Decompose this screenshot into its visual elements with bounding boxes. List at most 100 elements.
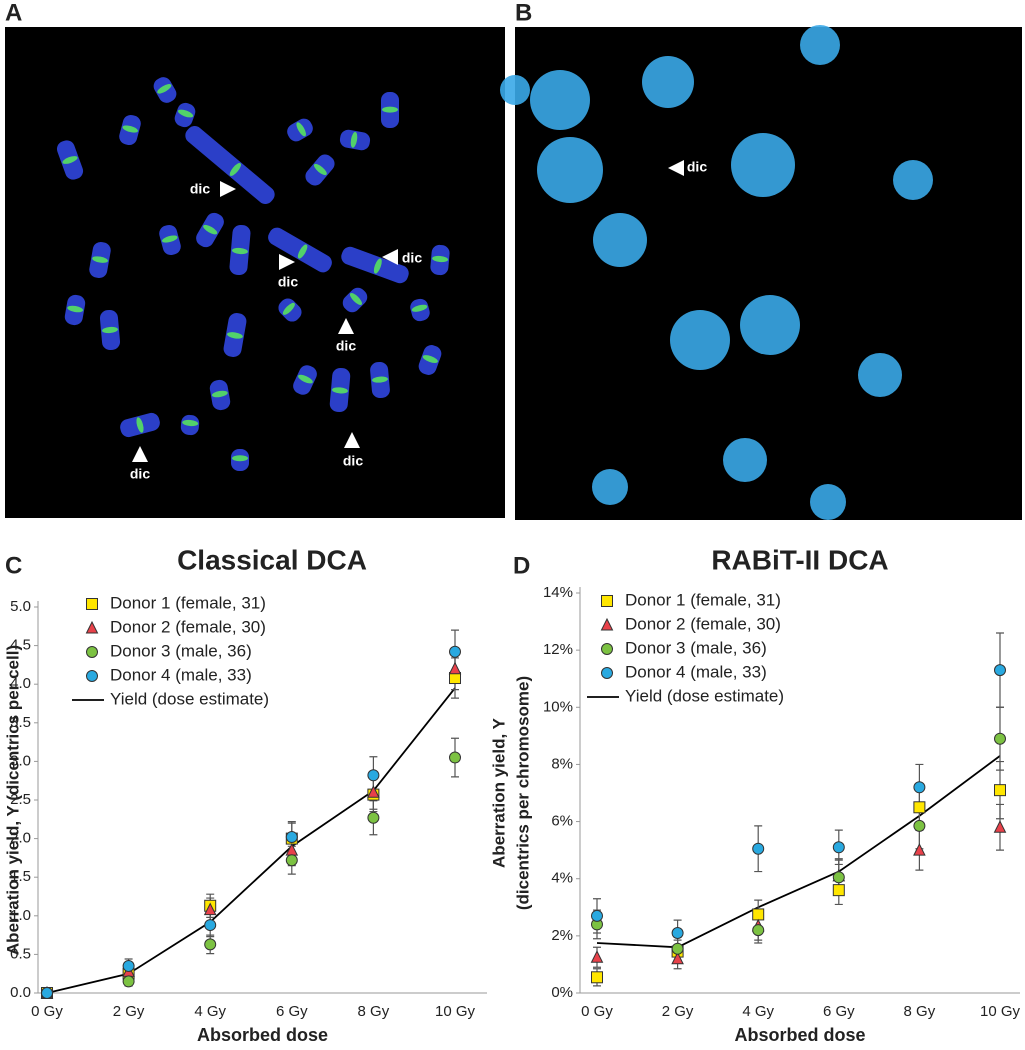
chromosome	[56, 140, 84, 180]
panel-label: C	[5, 552, 22, 579]
legend-marker	[86, 646, 98, 658]
marker-circle	[285, 854, 298, 867]
chromosome	[174, 102, 196, 128]
chart-title: RABiT-II DCA	[711, 544, 888, 575]
marker-square	[913, 801, 926, 814]
marker-circle	[204, 938, 217, 951]
marker-circle	[832, 841, 845, 854]
centromere	[229, 163, 241, 176]
chromosome	[293, 365, 317, 395]
chromosome	[159, 224, 181, 256]
centromere	[350, 131, 358, 148]
y-tick-label: 6%	[551, 813, 573, 830]
chromosome-body	[185, 126, 275, 204]
y-tick-label: 10%	[543, 698, 573, 715]
centromere	[331, 387, 348, 394]
nucleus	[810, 484, 846, 520]
x-axis-label: Absorbed dose	[197, 1025, 328, 1045]
x-tick-label: 0 Gy	[31, 1003, 63, 1020]
centromere	[296, 122, 306, 137]
chromosome	[370, 361, 390, 399]
marker-triangle	[448, 661, 462, 675]
panel-label: B	[515, 0, 532, 26]
annotation: dic	[190, 181, 210, 197]
chromosome	[89, 241, 111, 279]
arrowhead	[220, 181, 236, 197]
y-tick-label: 0.0	[10, 984, 31, 1001]
legend-marker	[86, 670, 98, 682]
marker-circle	[994, 732, 1006, 745]
micrograph-a	[5, 27, 505, 518]
arrowhead	[344, 432, 360, 448]
y-tick-label: 4.5	[10, 637, 31, 654]
centromere	[422, 355, 438, 363]
chromosome	[99, 309, 121, 351]
legend-marker	[85, 620, 99, 634]
arrowhead	[132, 446, 148, 462]
chromosome	[231, 449, 249, 471]
x-tick-label: 6 Gy	[823, 1003, 855, 1020]
chromosome	[329, 367, 351, 413]
y-tick-label: 3.5	[10, 714, 31, 731]
centromere	[62, 156, 78, 164]
centromere	[227, 332, 243, 339]
marker-circle	[449, 645, 461, 658]
legend-marker	[601, 643, 613, 655]
chromosome	[223, 313, 247, 357]
marker-circle	[204, 919, 217, 932]
y-tick-label: 0%	[551, 984, 573, 1001]
centromere	[203, 224, 218, 235]
chromosome	[119, 114, 141, 146]
marker-triangle	[203, 902, 217, 916]
chromosome	[278, 298, 302, 322]
centromere	[297, 244, 308, 259]
legend-marker	[600, 617, 614, 631]
centromere	[432, 255, 449, 263]
legend-marker	[601, 667, 613, 679]
marker-triangle	[590, 950, 604, 963]
y-axis-label: Aberration yield, Y	[489, 717, 508, 868]
centromere	[136, 417, 144, 433]
marker-circle	[122, 959, 135, 972]
marker-circle	[913, 781, 926, 794]
nucleus	[642, 56, 694, 108]
x-axis-label: Absorbed dose	[734, 1025, 865, 1045]
chromosome	[339, 129, 371, 151]
nucleus	[740, 295, 800, 355]
y-tick-label: 14%	[543, 584, 573, 601]
annotation: dic	[336, 338, 356, 354]
centromere	[382, 106, 398, 113]
y-tick-label: 3.0	[10, 752, 31, 769]
marker-circle	[367, 769, 380, 782]
chromosome	[120, 412, 160, 438]
centromere	[349, 292, 363, 306]
centromere	[373, 258, 382, 274]
chromosome	[153, 77, 177, 103]
yield-line	[46, 687, 456, 994]
nucleus	[800, 25, 840, 65]
y-tick-label: 4.0	[10, 675, 31, 692]
marker-circle	[671, 927, 684, 939]
legend-label: Donor 4 (male, 33)	[110, 665, 252, 684]
marker-circle	[671, 942, 684, 955]
chart-title: Classical DCA	[177, 544, 367, 575]
centromere	[232, 455, 248, 462]
chromosome	[196, 212, 224, 248]
chromosome	[418, 345, 442, 375]
y-tick-label: 2.5	[10, 791, 31, 808]
x-tick-label: 4 Gy	[742, 1003, 774, 1020]
marker-circle	[752, 842, 765, 855]
y-tick-label: 0.5	[10, 945, 31, 962]
panel-label: D	[513, 552, 530, 579]
centromere	[282, 302, 295, 315]
chromosome	[180, 414, 200, 436]
centromere	[298, 374, 313, 384]
y-axis-label: Aberration yield, Y (dicentrics per cell…	[3, 645, 22, 955]
y-tick-label: 1.0	[10, 907, 31, 924]
nucleus	[670, 310, 730, 370]
centromere	[92, 256, 108, 263]
x-tick-label: 2 Gy	[662, 1003, 694, 1020]
legend-marker	[86, 598, 98, 610]
x-tick-label: 0 Gy	[581, 1003, 613, 1020]
